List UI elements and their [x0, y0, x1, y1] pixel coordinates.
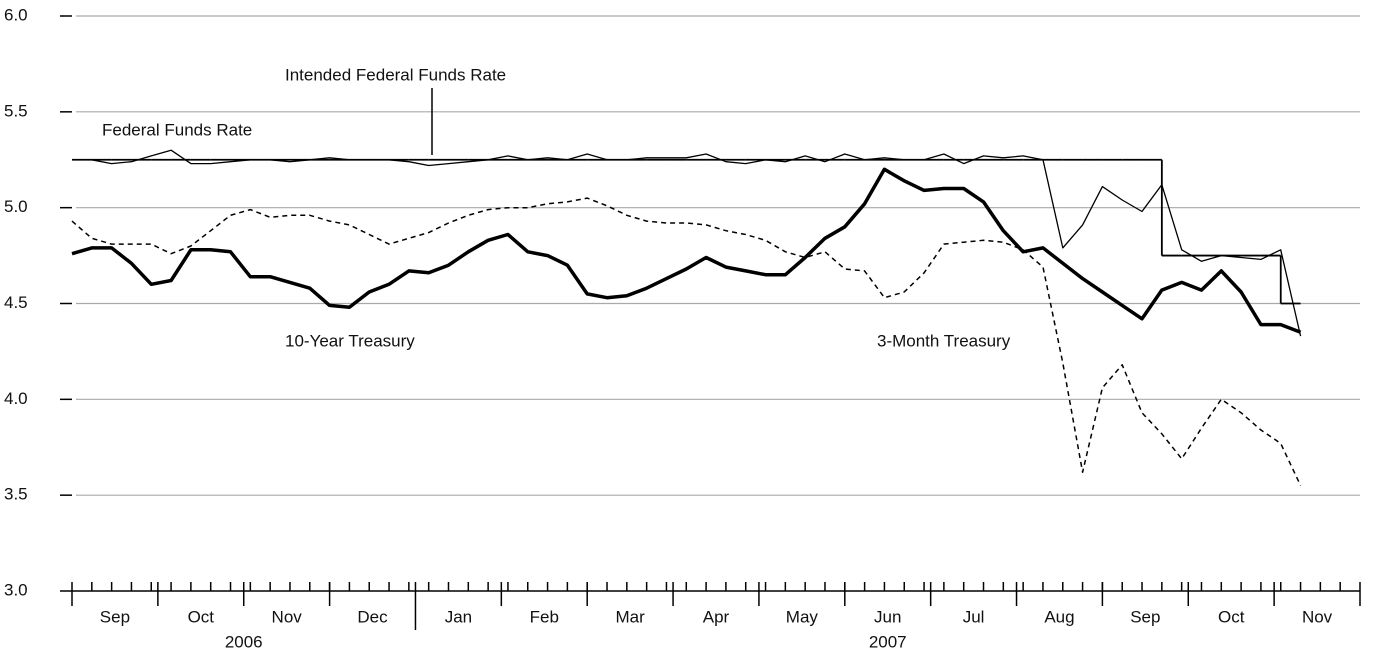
x-tick-label: Aug — [1044, 607, 1074, 626]
x-tick-label: Jul — [963, 607, 985, 626]
x-tick-label: Jun — [874, 607, 901, 626]
x-tick-label: Dec — [357, 607, 388, 626]
series-label: Intended Federal Funds Rate — [285, 65, 506, 84]
y-tick-label: 3.0 — [4, 580, 28, 599]
x-tick-label: Oct — [1218, 607, 1245, 626]
series-label: 10-Year Treasury — [285, 331, 415, 350]
x-tick-label: Nov — [1302, 607, 1333, 626]
x-tick-label: Jan — [445, 607, 472, 626]
series-line — [72, 149, 1302, 337]
x-tick-label: Sep — [100, 607, 130, 626]
x-tick-label: Nov — [272, 607, 303, 626]
x-tick-label: Mar — [615, 607, 645, 626]
x-tick-label: Feb — [530, 607, 559, 626]
y-tick-label: 6.0 — [4, 5, 28, 24]
series-label: 3-Month Treasury — [877, 331, 1011, 350]
series-line — [71, 197, 1302, 486]
y-tick-label: 4.0 — [4, 389, 28, 408]
y-tick-label: 5.5 — [4, 101, 28, 120]
x-tick-label: May — [786, 607, 819, 626]
y-tick-label: 4.5 — [4, 293, 28, 312]
series-line — [71, 167, 1302, 334]
y-tick-label: 5.0 — [4, 197, 28, 216]
year-label: 2006 — [225, 632, 263, 651]
x-tick-label: Oct — [188, 607, 215, 626]
x-tick-label: Sep — [1130, 607, 1160, 626]
year-label: 2007 — [869, 632, 907, 651]
y-tick-label: 3.5 — [4, 485, 28, 504]
x-tick-label: Apr — [703, 607, 730, 626]
series-label: Federal Funds Rate — [102, 120, 252, 139]
